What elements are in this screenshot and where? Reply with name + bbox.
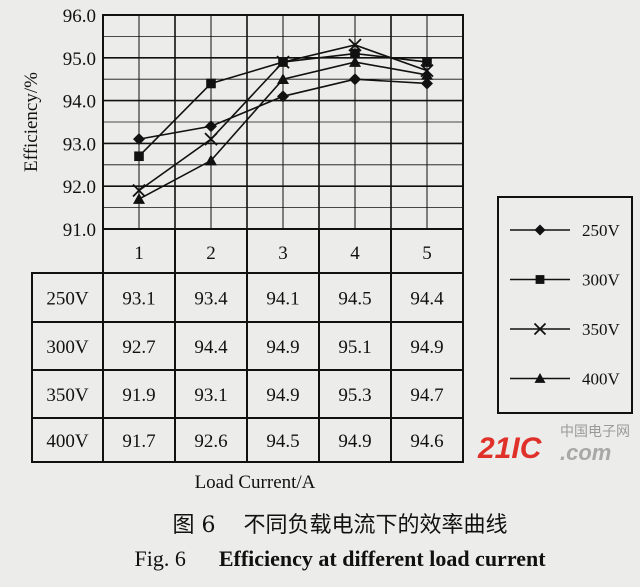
data-point-250V <box>133 133 145 146</box>
table-cell: 94.9 <box>410 337 443 358</box>
data-point-250V <box>421 77 433 90</box>
table-cell: 95.3 <box>338 385 371 406</box>
table-cell: 94.1 <box>266 289 299 310</box>
data-point-350V <box>204 132 218 146</box>
table-cell: 93.1 <box>122 289 155 310</box>
table-cell: 91.9 <box>122 385 155 406</box>
table-cell: 94.6 <box>410 431 443 452</box>
table-row-label: 250V <box>46 289 89 310</box>
table-cell: 93.4 <box>194 289 228 310</box>
x-tick-label: 2 <box>206 243 216 264</box>
legend-marker-400V <box>534 373 546 383</box>
x-tick-label: 4 <box>350 243 360 264</box>
data-point-400V <box>349 56 361 67</box>
caption-english: Fig. 6 Efficiency at different load curr… <box>20 546 640 572</box>
legend-label: 300V <box>582 271 621 290</box>
data-point-350V <box>132 183 146 198</box>
watermark-logo: 21IC <box>477 432 543 465</box>
data-point-300V <box>350 48 360 59</box>
table-row-label: 300V <box>46 337 89 358</box>
legend-label: 400V <box>582 370 621 389</box>
figure-number: Fig. 6 <box>134 546 186 571</box>
table-cell: 92.6 <box>194 431 227 452</box>
y-tick-label: 91.0 <box>63 220 96 241</box>
data-point-400V <box>133 193 145 204</box>
data-point-350V <box>276 55 290 69</box>
data-point-300V <box>134 151 144 162</box>
table-cell: 95.1 <box>338 337 371 358</box>
watermark-text: 中国电子网 <box>560 424 630 440</box>
data-point-300V <box>206 78 216 89</box>
legend-marker-250V <box>534 224 546 236</box>
x-tick-label: 5 <box>422 243 432 264</box>
figure-title: Efficiency at different load current <box>218 546 546 571</box>
table-cell: 94.9 <box>266 385 299 406</box>
table-cell: 92.7 <box>122 337 155 358</box>
legend-label: 250V <box>582 221 621 240</box>
table-cell: 94.9 <box>266 337 299 358</box>
y-tick-label: 95.0 <box>63 49 96 70</box>
table-row-label: 400V <box>46 431 89 452</box>
data-point-350V <box>348 38 362 52</box>
data-point-400V <box>277 73 289 84</box>
caption-chinese: 图 6 不同负载电流下的效率曲线 <box>172 513 508 538</box>
watermark-suffix: .com <box>560 440 611 465</box>
y-tick-label: 93.0 <box>63 134 96 155</box>
legend-marker-350V <box>533 322 547 336</box>
data-point-300V <box>422 57 432 67</box>
table-cell: 91.7 <box>122 431 155 452</box>
legend-marker-300V <box>535 275 545 284</box>
y-tick-label: 94.0 <box>63 92 96 113</box>
x-axis-label: Load Current/A <box>194 472 316 493</box>
y-tick-label: 96.0 <box>63 6 96 27</box>
legend-label: 350V <box>582 320 621 339</box>
table-cell: 94.9 <box>338 431 371 452</box>
table-cell: 94.4 <box>410 289 444 310</box>
table-cell: 94.5 <box>338 289 371 310</box>
data-point-250V <box>277 90 289 103</box>
y-tick-label: 92.0 <box>63 177 96 198</box>
x-tick-label: 3 <box>278 243 288 264</box>
legend-box <box>497 196 633 414</box>
y-axis-label: Efficiency/% <box>21 72 42 172</box>
x-tick-label: 1 <box>134 243 144 264</box>
data-point-250V <box>349 73 361 86</box>
data-point-250V <box>205 120 217 133</box>
table-cell: 94.4 <box>194 337 228 358</box>
table-cell: 94.7 <box>410 385 443 406</box>
table-cell: 94.5 <box>266 431 299 452</box>
data-point-400V <box>421 68 433 80</box>
table-cell: 93.1 <box>194 385 227 406</box>
table-row-label: 350V <box>46 385 89 406</box>
data-point-400V <box>205 154 217 166</box>
